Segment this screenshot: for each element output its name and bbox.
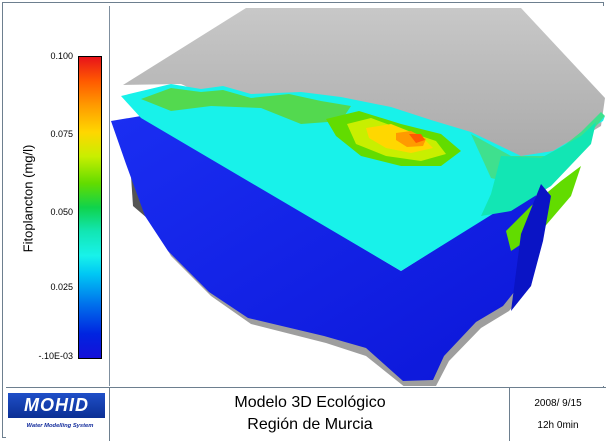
mohid-logo: MOHID xyxy=(8,393,105,418)
tick-0075: 0.075 xyxy=(50,129,73,139)
logo-tagline: Water Modelling System xyxy=(26,423,94,429)
chlorophyll-band xyxy=(141,88,351,124)
chlorophyll-east-low xyxy=(481,122,596,216)
colorbar-label: Fitoplancton (mg/l) xyxy=(20,144,36,253)
tick-0100: 0.100 xyxy=(50,51,73,61)
tick-0025: 0.025 xyxy=(50,282,73,292)
title-box: Modelo 3D Ecológico Región de Murcia xyxy=(110,388,510,441)
timestamp-box: 2008/ 9/15 12h 0min xyxy=(510,388,606,441)
tick-0050: 0.050 xyxy=(50,207,73,217)
colorbar-panel: Fitoplancton (mg/l) 0.100 0.075 0.050 0.… xyxy=(6,6,110,386)
tick-min: -.10E-03 xyxy=(38,351,73,361)
surface-layer xyxy=(121,84,605,271)
bathymetry-render xyxy=(111,8,605,386)
bloom-max xyxy=(409,134,425,143)
land-mass xyxy=(123,8,605,161)
logo-box: MOHID Water Modelling System xyxy=(6,388,110,441)
east-face xyxy=(511,184,551,311)
time-text: 12h 0min xyxy=(537,420,579,431)
title-line-2: Región de Murcia xyxy=(247,416,373,433)
date-text: 2008/ 9/15 xyxy=(534,398,582,409)
3d-model-view xyxy=(111,6,605,386)
colorbar xyxy=(78,56,102,359)
title-line-1: Modelo 3D Ecológico xyxy=(234,394,386,411)
water-column xyxy=(111,116,539,381)
footer: MOHID Water Modelling System Modelo 3D E… xyxy=(6,387,606,441)
